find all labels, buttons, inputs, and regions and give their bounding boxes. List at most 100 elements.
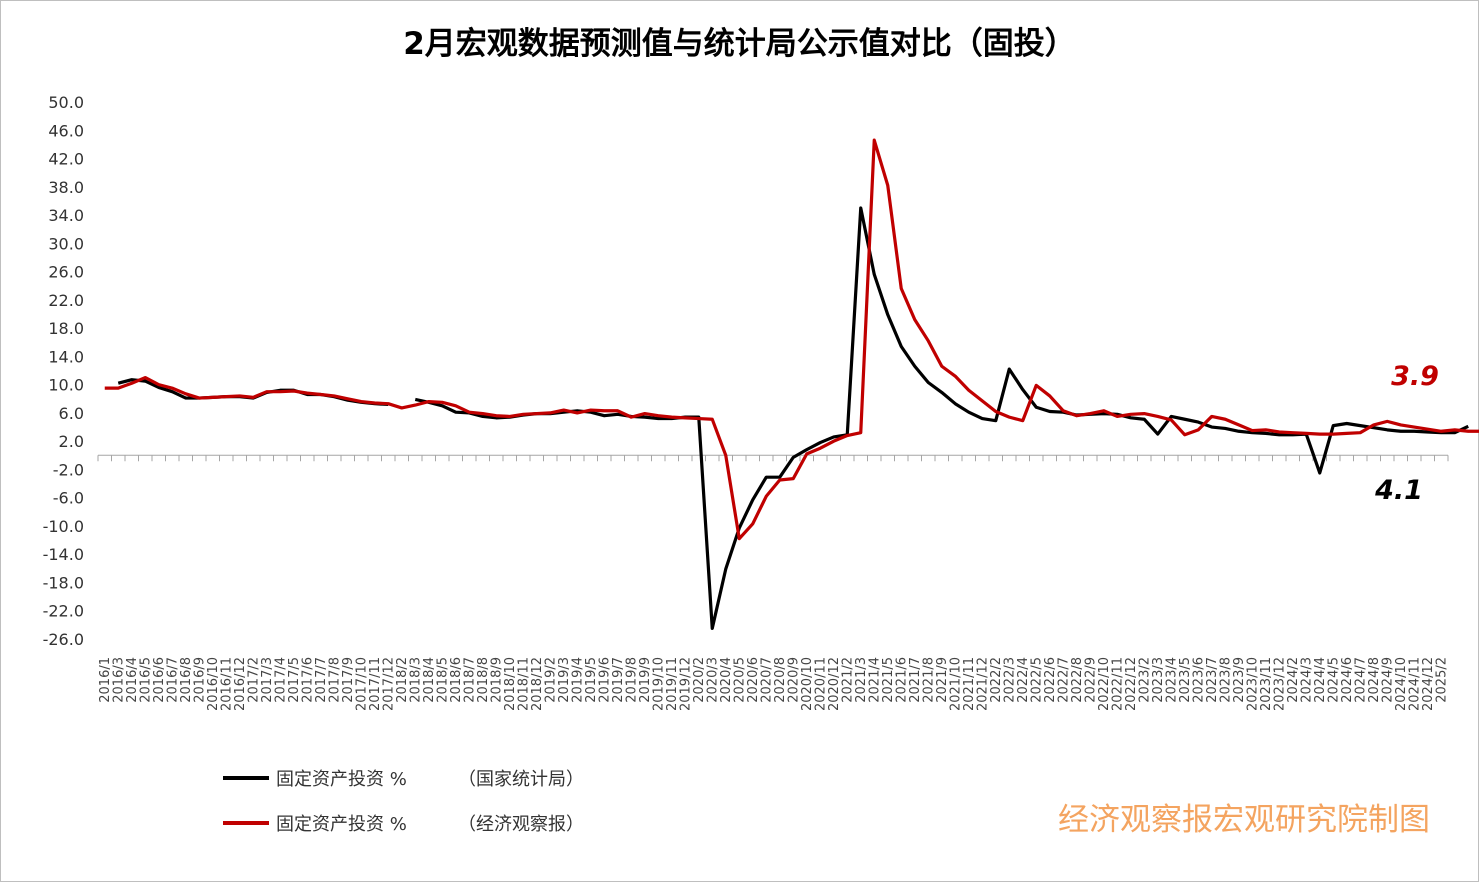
x-tick-label: 2019/5 bbox=[584, 657, 599, 703]
x-tick-label: 2023/12 bbox=[1272, 657, 1287, 711]
y-tick-label: 42.0 bbox=[48, 150, 84, 169]
x-tick-label: 2021/2 bbox=[840, 657, 855, 703]
y-tick-label: 30.0 bbox=[48, 234, 84, 253]
x-tick-label: 2020/3 bbox=[705, 657, 720, 703]
x-tick-label: 2019/6 bbox=[597, 657, 612, 703]
x-tick-label: 2018/3 bbox=[408, 657, 423, 703]
y-tick-label: 46.0 bbox=[48, 121, 84, 140]
x-tick-label: 2020/5 bbox=[732, 657, 747, 703]
x-tick-label: 2024/2 bbox=[1286, 657, 1301, 703]
x-tick-label: 2022/5 bbox=[1029, 657, 1044, 703]
y-tick-label: 2.0 bbox=[59, 432, 84, 451]
x-tick-label: 2019/8 bbox=[624, 657, 639, 703]
y-tick-label: 14.0 bbox=[48, 347, 84, 366]
x-tick-label: 2022/3 bbox=[1002, 657, 1017, 703]
legend: 固定资产投资 % （国家统计局） 固定资产投资 % （经济观察报） bbox=[223, 769, 584, 835]
x-tick-label: 2023/3 bbox=[1151, 657, 1166, 703]
x-tick-label: 2020/9 bbox=[786, 657, 801, 703]
x-tick-label: 2016/11 bbox=[219, 657, 234, 711]
x-tick-label: 2016/10 bbox=[206, 657, 221, 711]
x-tick-label: 2019/3 bbox=[557, 657, 572, 703]
x-tick-label: 2017/10 bbox=[354, 657, 369, 711]
x-tick-label: 2020/6 bbox=[746, 657, 761, 703]
x-tick-label: 2024/5 bbox=[1326, 657, 1341, 703]
legend-label: 固定资产投资 % bbox=[276, 814, 407, 835]
y-tick-label: -22.0 bbox=[43, 602, 84, 621]
annotations: 3.9 4.1 bbox=[1374, 361, 1439, 506]
x-tick-label: 2018/11 bbox=[516, 657, 531, 711]
x-tick-label: 2021/8 bbox=[921, 657, 936, 703]
x-tick-label: 2018/2 bbox=[395, 657, 410, 703]
y-tick-label: -6.0 bbox=[53, 489, 84, 508]
x-tick-label: 2022/11 bbox=[1110, 657, 1125, 711]
x-tick-label: 2019/11 bbox=[665, 657, 680, 711]
x-tick-label: 2020/10 bbox=[800, 657, 815, 711]
x-tick-label: 2016/9 bbox=[192, 657, 207, 703]
x-tick-label: 2016/4 bbox=[125, 657, 140, 703]
series-lines bbox=[104, 138, 1479, 630]
x-tick-label: 2021/4 bbox=[867, 657, 882, 703]
series-line-2 bbox=[104, 138, 1479, 541]
x-tick-label: 2021/6 bbox=[894, 657, 909, 703]
x-tick-label: 2022/9 bbox=[1083, 657, 1098, 703]
x-tick-label: 2021/3 bbox=[854, 657, 869, 703]
x-tick-label: 2017/5 bbox=[287, 657, 302, 703]
x-tick-label: 2020/4 bbox=[719, 657, 734, 703]
x-tick-label: 2018/12 bbox=[530, 657, 545, 711]
x-tick-label: 2020/12 bbox=[827, 657, 842, 711]
x-tick-label: 2022/10 bbox=[1097, 657, 1112, 711]
y-tick-label: 34.0 bbox=[48, 206, 84, 225]
x-tick-label: 2024/12 bbox=[1421, 657, 1436, 711]
x-tick-label: 2022/12 bbox=[1124, 657, 1139, 711]
x-tick-label: 2017/7 bbox=[314, 657, 329, 703]
annotation-label: 3.9 bbox=[1391, 361, 1439, 392]
x-tick-label: 2017/3 bbox=[260, 657, 275, 703]
x-tick-label: 2020/8 bbox=[773, 657, 788, 703]
x-tick-label: 2019/9 bbox=[638, 657, 653, 703]
x-tick-label: 2019/7 bbox=[611, 657, 626, 703]
x-tick-label: 2016/7 bbox=[165, 657, 180, 703]
x-tick-label: 2023/11 bbox=[1259, 657, 1274, 711]
x-tick-label: 2022/7 bbox=[1056, 657, 1071, 703]
x-tick-label: 2016/6 bbox=[152, 657, 167, 703]
x-tick-label: 2016/8 bbox=[179, 657, 194, 703]
y-tick-label: 26.0 bbox=[48, 263, 84, 282]
x-tick-label: 2020/7 bbox=[759, 657, 774, 703]
x-tick-label: 2023/4 bbox=[1164, 657, 1179, 703]
y-tick-label: 6.0 bbox=[59, 404, 84, 423]
x-tick-label: 2023/7 bbox=[1205, 657, 1220, 703]
x-tick-label: 2022/2 bbox=[989, 657, 1004, 703]
x-tick-label: 2023/6 bbox=[1191, 657, 1206, 703]
y-tick-label: -26.0 bbox=[43, 630, 84, 649]
x-tick-label: 2025/2 bbox=[1434, 657, 1449, 703]
x-tick-label: 2019/2 bbox=[543, 657, 558, 703]
y-tick-label: 50.0 bbox=[48, 93, 84, 112]
legend-source: （国家统计局） bbox=[458, 769, 584, 790]
x-tick-label: 2017/4 bbox=[273, 657, 288, 703]
x-tick-label: 2017/6 bbox=[300, 657, 315, 703]
x-tick-label: 2024/6 bbox=[1340, 657, 1355, 703]
x-tick-label: 2017/9 bbox=[341, 657, 356, 703]
x-tick-label: 2021/10 bbox=[948, 657, 963, 711]
x-tick-label: 2018/4 bbox=[422, 657, 437, 703]
x-tick-label: 2017/12 bbox=[381, 657, 396, 711]
y-tick-label: 38.0 bbox=[48, 178, 84, 197]
x-tick-label: 2018/10 bbox=[503, 657, 518, 711]
x-tick-label: 2020/2 bbox=[692, 657, 707, 703]
x-tick-label: 2016/1 bbox=[98, 657, 113, 703]
x-tick-label: 2024/4 bbox=[1313, 657, 1328, 703]
x-tick-label: 2024/3 bbox=[1299, 657, 1314, 703]
x-tick-label: 2023/9 bbox=[1232, 657, 1247, 703]
x-tick-label: 2023/5 bbox=[1178, 657, 1193, 703]
credit-text: 经济观察报宏观研究院制图 bbox=[1058, 802, 1430, 838]
x-tick-label: 2017/11 bbox=[368, 657, 383, 711]
x-tick-label: 2024/9 bbox=[1380, 657, 1395, 703]
x-tick-label: 2024/11 bbox=[1407, 657, 1422, 711]
x-tick-label: 2018/6 bbox=[449, 657, 464, 703]
x-tick-label: 2019/4 bbox=[570, 657, 585, 703]
x-tick-label: 2024/10 bbox=[1394, 657, 1409, 711]
x-tick-label: 2022/4 bbox=[1016, 657, 1031, 703]
x-tick-label: 2023/10 bbox=[1245, 657, 1260, 711]
x-tick-label: 2018/5 bbox=[435, 657, 450, 703]
